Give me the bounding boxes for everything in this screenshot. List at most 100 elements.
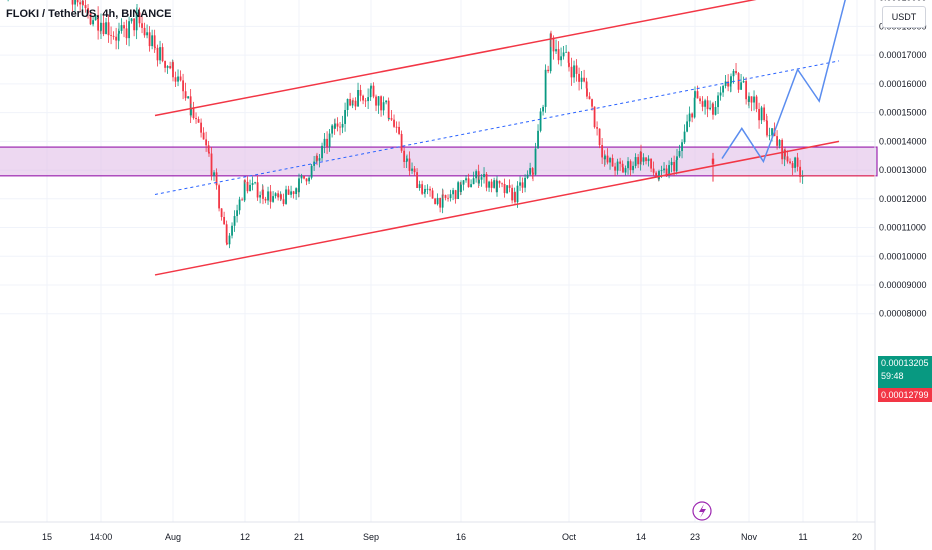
candle-body xyxy=(550,33,552,38)
candle-body xyxy=(431,190,434,199)
candle-body xyxy=(125,28,128,39)
candle-body xyxy=(519,182,521,186)
y-tick-label: 0.00009000 xyxy=(879,280,927,290)
candle-body xyxy=(321,145,323,159)
candle-body xyxy=(462,180,465,185)
candle-body xyxy=(305,178,308,182)
low-price-value: 0.00012799 xyxy=(881,390,929,400)
candle-body xyxy=(259,195,262,198)
x-tick-label: Sep xyxy=(363,532,379,542)
candle-body xyxy=(704,100,706,107)
candle-body xyxy=(267,191,269,201)
candle-body xyxy=(205,139,208,146)
candle-body xyxy=(768,135,771,137)
candle-body xyxy=(318,158,321,161)
candle-body xyxy=(660,170,663,172)
candle-body xyxy=(282,199,285,204)
candle-body xyxy=(555,49,557,52)
candle-body xyxy=(135,13,138,31)
current-price-value: 0.00013205 xyxy=(881,358,929,368)
candle-body xyxy=(153,35,156,47)
candle-body xyxy=(665,168,668,176)
candle-body xyxy=(493,180,496,188)
candle-body xyxy=(274,193,277,197)
drawings[interactable] xyxy=(154,0,875,276)
candle-body xyxy=(408,158,411,171)
candle-body xyxy=(182,80,184,92)
channel-upper-line xyxy=(154,0,757,117)
candle-body xyxy=(236,210,238,217)
candle-body xyxy=(326,138,328,147)
candle-body xyxy=(560,56,562,61)
candle-body xyxy=(228,235,231,245)
candle-body xyxy=(341,123,344,128)
candle-body xyxy=(678,151,681,157)
y-tick-label: 0.00019000 xyxy=(879,0,927,3)
candle-body xyxy=(298,178,300,193)
candle-body xyxy=(516,185,519,203)
candle-body xyxy=(359,89,362,96)
candle-body xyxy=(496,180,498,193)
candle-body xyxy=(187,96,190,99)
candle-body xyxy=(241,199,244,201)
candle-body xyxy=(146,32,148,36)
candle-body xyxy=(524,177,526,188)
candle-body xyxy=(645,157,647,162)
candle-body xyxy=(377,96,380,106)
candle-body xyxy=(370,85,372,89)
support-zone[interactable] xyxy=(0,146,878,177)
candle-body xyxy=(403,150,406,162)
candle-body xyxy=(596,127,598,129)
candle-body xyxy=(801,176,804,177)
candle-body xyxy=(532,172,534,175)
candle-body xyxy=(421,184,424,194)
channel-lower-line xyxy=(154,140,840,276)
candle-body xyxy=(539,111,542,131)
candle-body xyxy=(382,102,385,111)
candle-body xyxy=(568,62,570,67)
y-tick-label: 0.00011000 xyxy=(879,223,926,233)
price-axis[interactable]: 0.000240000.000230000.000220000.00021000… xyxy=(874,0,927,550)
candle-body xyxy=(138,12,141,24)
candle-body xyxy=(724,81,727,86)
candle-body xyxy=(328,133,331,147)
candle-body xyxy=(372,85,375,97)
candle-body xyxy=(424,188,426,193)
channel-mid-line xyxy=(154,60,840,195)
candle-body xyxy=(416,172,418,189)
candle-body xyxy=(118,30,120,34)
candle-body xyxy=(184,91,187,99)
candle-body xyxy=(632,165,634,171)
candle-body xyxy=(398,126,400,134)
candle-body xyxy=(364,100,367,102)
candle-body xyxy=(722,85,724,93)
currency-selector[interactable]: USDT xyxy=(882,6,926,28)
candle-body xyxy=(387,100,390,119)
candle-body xyxy=(465,178,467,181)
candle-body xyxy=(130,18,133,22)
candle-body xyxy=(668,165,670,176)
candle-body xyxy=(295,188,298,195)
candles xyxy=(7,0,804,249)
lightning-icon[interactable] xyxy=(692,501,712,521)
candle-body xyxy=(354,100,357,107)
candle-body xyxy=(439,197,442,208)
candle-body xyxy=(598,128,601,146)
candle-body xyxy=(601,145,604,158)
candle-body xyxy=(701,101,704,107)
candle-body xyxy=(562,52,565,57)
x-tick-label: Nov xyxy=(741,532,758,542)
candle-body xyxy=(115,36,118,41)
candle-body xyxy=(480,177,483,180)
y-tick-label: 0.00010000 xyxy=(879,251,927,261)
candle-body xyxy=(750,96,753,103)
candle-body xyxy=(745,81,748,100)
candle-body xyxy=(220,208,223,217)
candle-body xyxy=(133,18,136,31)
candle-body xyxy=(460,184,462,192)
candle-body xyxy=(123,25,125,29)
candle-body xyxy=(737,73,740,90)
candle-body xyxy=(675,159,678,172)
time-axis[interactable]: 15 14:00 Aug 12 21 Sep 16 Oct 14 23 Nov 11 20 xyxy=(0,521,875,542)
